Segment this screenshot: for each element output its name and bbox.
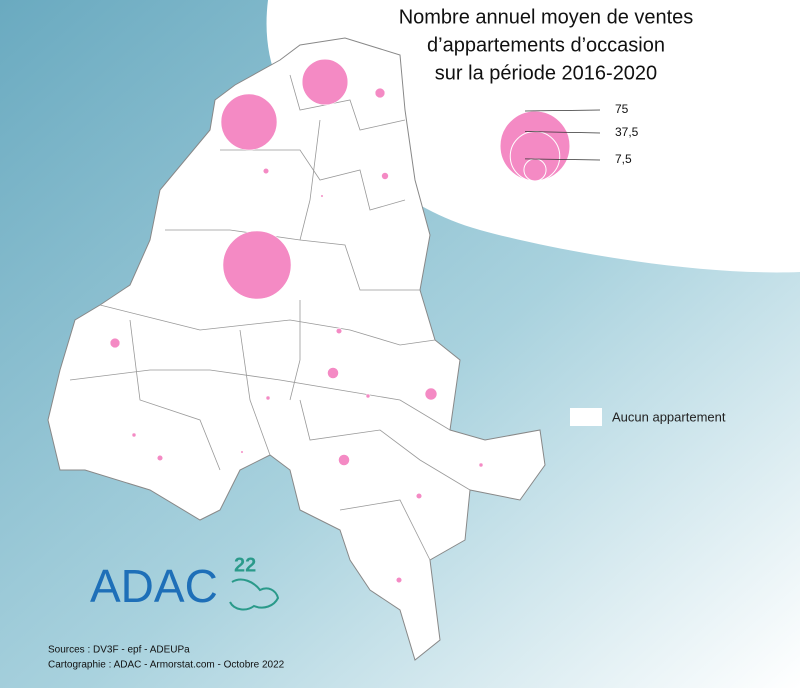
sales-circle	[222, 230, 292, 300]
department-outline	[47, 37, 546, 661]
sales-circle	[320, 194, 324, 198]
logo-shape	[229, 578, 280, 611]
legend-leader	[524, 109, 601, 112]
legend-leader	[524, 131, 601, 134]
sales-circle	[338, 454, 350, 466]
legend-leader	[524, 158, 601, 161]
sales-circle	[265, 395, 271, 401]
logo-name: ADAC	[90, 560, 218, 612]
source-line: Cartographie : ADAC - Armorstat.com - Oc…	[48, 660, 285, 671]
title-line: Nombre annuel moyen de ventes	[399, 6, 694, 28]
sales-circle	[301, 58, 349, 106]
sales-circle	[240, 450, 244, 454]
sales-circle	[365, 393, 371, 399]
sales-circle	[220, 93, 278, 151]
title-line: sur la période 2016-2020	[435, 62, 657, 84]
sales-circle	[424, 387, 438, 401]
sales-circle	[415, 492, 423, 500]
legend-label: 7,5	[615, 152, 632, 166]
title-line: d’appartements d’occasion	[427, 34, 665, 56]
legend-circle	[523, 158, 547, 182]
sales-circle	[109, 337, 121, 349]
sales-circle	[381, 172, 389, 180]
commune-borders	[69, 74, 471, 561]
sales-circle	[156, 454, 164, 462]
sales-circle	[478, 462, 484, 468]
none-swatch	[570, 408, 602, 426]
sales-circle	[374, 87, 386, 99]
sales-circle	[131, 432, 137, 438]
none-label: Aucun appartement	[612, 409, 726, 424]
legend-label: 75	[615, 102, 629, 116]
sales-circle	[395, 576, 403, 584]
sales-circle	[262, 167, 270, 175]
sales-circle	[335, 327, 343, 335]
source-line: Sources : DV3F - epf - ADEUPa	[48, 645, 190, 656]
legend-label: 37,5	[615, 125, 639, 139]
logo-number: 22	[234, 554, 256, 576]
sales-circle	[327, 367, 339, 379]
